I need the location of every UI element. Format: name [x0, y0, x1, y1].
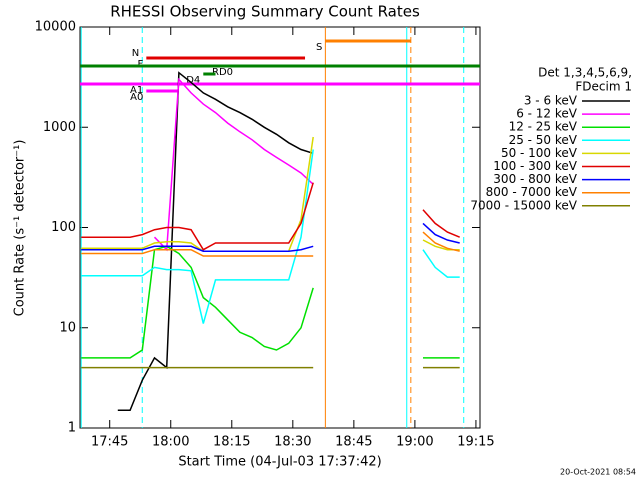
series-line	[81, 231, 460, 257]
series-line	[117, 71, 314, 412]
chart-title: RHESSI Observing Summary Count Rates	[110, 3, 420, 21]
x-axis-label: Start Time (04-Jul-03 17:37:42)	[178, 455, 381, 470]
legend-label: 3 - 6 keV	[524, 94, 578, 108]
series-line	[81, 149, 460, 324]
x-tick-label: 18:45	[335, 435, 372, 450]
flag-label: D4	[186, 75, 200, 86]
x-tick-label: 19:00	[396, 435, 433, 450]
y-tick-label: 10	[59, 320, 76, 335]
series-line	[81, 182, 460, 251]
y-tick-label: 10000	[35, 20, 76, 35]
flag-label: A0	[130, 92, 143, 103]
y-tick-label: 100	[51, 220, 76, 235]
x-tick-label: 18:00	[152, 435, 189, 450]
x-tick-label: 19:15	[457, 435, 494, 450]
timestamp: 20-Oct-2021 08:54	[560, 468, 636, 477]
series-line	[81, 245, 460, 359]
flag-label: N	[132, 48, 139, 59]
legend-label: 25 - 50 keV	[509, 133, 578, 147]
y-tick-label: 1	[68, 421, 76, 436]
y-axis-label: Count Rate (s⁻¹ detector⁻¹)	[13, 140, 28, 317]
flag-label: RD0	[212, 67, 233, 78]
legend-label: 300 - 800 keV	[493, 172, 577, 186]
legend-label: 7000 - 15000 keV	[470, 198, 577, 212]
legend-label: 800 - 7000 keV	[486, 185, 578, 199]
legend-header: Det 1,3,4,5,6,9,	[538, 66, 632, 80]
x-tick-label: 17:45	[91, 435, 128, 450]
series-line	[153, 77, 314, 252]
flag-label: S	[316, 42, 322, 53]
x-tick-label: 18:30	[274, 435, 311, 450]
legend-label: 50 - 100 keV	[501, 146, 578, 160]
legend-label: 6 - 12 keV	[516, 107, 578, 121]
x-tick-label: 18:15	[213, 435, 250, 450]
series-line	[81, 222, 460, 252]
legend-label: 12 - 25 keV	[509, 120, 578, 134]
legend-header: FDecim 1	[575, 80, 632, 94]
legend-label: 100 - 300 keV	[493, 159, 577, 173]
y-tick-label: 1000	[43, 120, 76, 135]
flag-label: A1	[130, 85, 143, 96]
